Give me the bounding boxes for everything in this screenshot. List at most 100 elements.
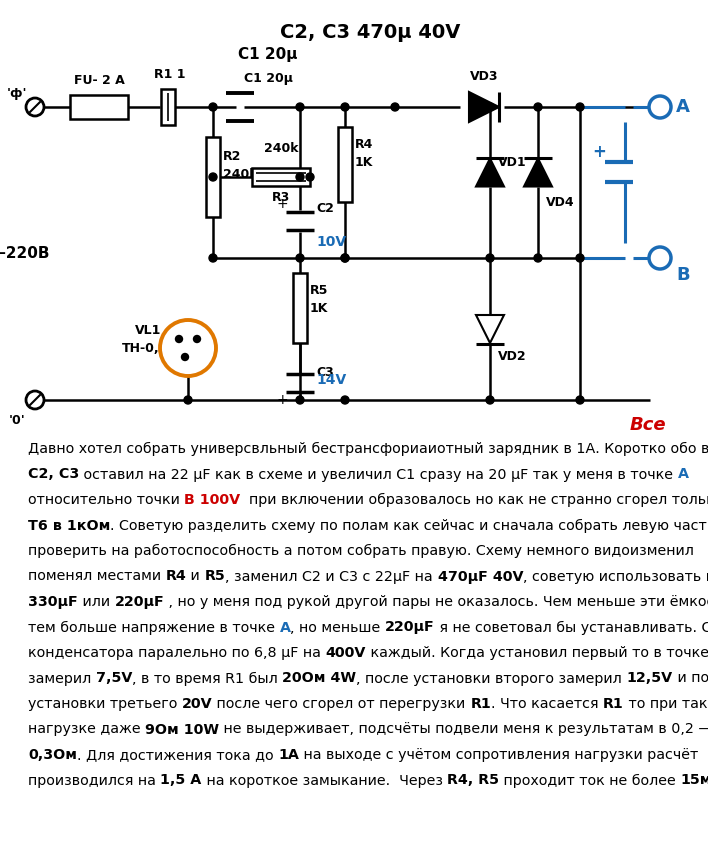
Text: R4, R5: R4, R5 xyxy=(447,773,499,787)
Text: R5: R5 xyxy=(310,284,329,297)
Text: C2: C2 xyxy=(316,202,334,214)
Circle shape xyxy=(534,254,542,262)
Polygon shape xyxy=(524,159,552,187)
Circle shape xyxy=(160,320,216,376)
Circle shape xyxy=(209,254,217,262)
Text: R4: R4 xyxy=(166,570,186,583)
Text: R5: R5 xyxy=(205,570,225,583)
Text: относительно точки: относительно точки xyxy=(28,493,184,507)
Text: 10V: 10V xyxy=(316,235,346,249)
Circle shape xyxy=(649,96,671,118)
Text: . Советую разделить схему по полам как сейчас и сначала собрать левую часть: . Советую разделить схему по полам как с… xyxy=(110,518,708,533)
Text: Давно хотел собрать универсвльный бестрансфориаиотный зарядник в 1А. Коротко обо: Давно хотел собрать универсвльный бестра… xyxy=(28,442,708,456)
Circle shape xyxy=(209,173,217,181)
Circle shape xyxy=(486,103,494,111)
Bar xyxy=(338,127,352,202)
Circle shape xyxy=(296,396,304,404)
Text: 12,5V: 12,5V xyxy=(627,672,673,685)
Text: A: A xyxy=(676,98,690,116)
Circle shape xyxy=(486,254,494,262)
Text: R3: R3 xyxy=(272,191,290,204)
Circle shape xyxy=(184,396,192,404)
Polygon shape xyxy=(476,315,504,343)
Text: 1K: 1K xyxy=(310,302,329,316)
Text: тем больше напряжение в точке: тем больше напряжение в точке xyxy=(28,620,280,635)
Text: оставил на 22 μF как в схеме и увеличил С1 сразу на 20 μF так у меня в точке: оставил на 22 μF как в схеме и увеличил … xyxy=(79,468,678,481)
Text: ТН-0,2: ТН-0,2 xyxy=(122,342,169,354)
Text: производился на: производился на xyxy=(28,773,161,787)
Text: конденсатора паралельно по 6,8 μF на: конденсатора паралельно по 6,8 μF на xyxy=(28,646,326,660)
Text: , в то время R1 был: , в то время R1 был xyxy=(132,672,282,685)
Circle shape xyxy=(341,396,349,404)
Circle shape xyxy=(391,103,399,111)
Text: 20Ом 4W: 20Ом 4W xyxy=(282,672,357,685)
Circle shape xyxy=(26,98,44,116)
Text: каждый. Когда установил первый то в точке: каждый. Когда установил первый то в точк… xyxy=(366,646,708,660)
Text: я не советовал бы устанавливать. С1 три: я не советовал бы устанавливать. С1 три xyxy=(435,620,708,635)
Text: С2, С3: С2, С3 xyxy=(28,468,79,481)
Text: 240k: 240k xyxy=(264,142,298,155)
Text: при включении образовалось но как не странно сгорел только: при включении образовалось но как не стр… xyxy=(241,493,708,507)
Text: замерил: замерил xyxy=(28,672,96,685)
Text: VD1: VD1 xyxy=(498,155,527,169)
Text: 220μF: 220μF xyxy=(385,620,435,635)
Text: Т6 в 1кОм: Т6 в 1кОм xyxy=(28,518,110,533)
Bar xyxy=(70,95,128,119)
Text: на короткое замыкание.  Через: на короткое замыкание. Через xyxy=(202,773,447,787)
Circle shape xyxy=(341,254,349,262)
Text: , советую использовать на: , советую использовать на xyxy=(523,570,708,583)
Text: 15мА: 15мА xyxy=(680,773,708,787)
Bar xyxy=(252,168,310,186)
Bar xyxy=(161,89,175,125)
Text: Все: Все xyxy=(629,416,666,434)
Circle shape xyxy=(486,396,494,404)
Text: R1 1: R1 1 xyxy=(154,68,185,81)
Circle shape xyxy=(296,173,304,181)
Text: не выдерживает, подсчёты подвели меня к результатам в 0,2 —: не выдерживает, подсчёты подвели меня к … xyxy=(219,722,708,737)
Circle shape xyxy=(576,396,584,404)
Text: 7,5V: 7,5V xyxy=(96,672,132,685)
Circle shape xyxy=(341,103,349,111)
Polygon shape xyxy=(476,159,504,187)
Circle shape xyxy=(296,254,304,262)
Bar xyxy=(206,137,220,217)
Text: +: + xyxy=(276,197,288,211)
Text: '0': '0' xyxy=(8,414,25,427)
Text: −220В: −220В xyxy=(0,246,50,261)
Text: или: или xyxy=(78,595,115,609)
Text: R1: R1 xyxy=(603,697,624,711)
Text: . Для достижения тока до: . Для достижения тока до xyxy=(77,748,278,762)
Text: нагрузке даже: нагрузке даже xyxy=(28,722,145,737)
Text: C1 20μ: C1 20μ xyxy=(244,72,293,85)
Text: , но меньше: , но меньше xyxy=(290,620,385,635)
Circle shape xyxy=(576,103,584,111)
Bar xyxy=(293,273,307,343)
Text: FU- 2 A: FU- 2 A xyxy=(74,74,125,87)
Text: 1А: 1А xyxy=(278,748,299,762)
Text: VD4: VD4 xyxy=(546,196,575,209)
Circle shape xyxy=(193,336,200,343)
Text: 470μF 40V: 470μF 40V xyxy=(438,570,523,583)
Circle shape xyxy=(181,354,188,360)
Text: А: А xyxy=(280,620,290,635)
Text: после чего сгорел от перегрузки: после чего сгорел от перегрузки xyxy=(212,697,470,711)
Text: установки третьего: установки третьего xyxy=(28,697,182,711)
Text: то при такой: то при такой xyxy=(624,697,708,711)
Text: проверить на работоспособность а потом собрать правую. Схему немного видоизменил: проверить на работоспособность а потом с… xyxy=(28,544,694,558)
Circle shape xyxy=(26,391,44,409)
Circle shape xyxy=(306,173,314,181)
Circle shape xyxy=(296,103,304,111)
Text: . Что касается: . Что касается xyxy=(491,697,603,711)
Text: 9Ом 10W: 9Ом 10W xyxy=(145,722,219,737)
Text: 14V: 14V xyxy=(316,373,346,387)
Text: C1 20μ: C1 20μ xyxy=(239,46,297,62)
Polygon shape xyxy=(469,92,499,122)
Text: 0,3Ом: 0,3Ом xyxy=(28,748,77,762)
Text: R4: R4 xyxy=(355,138,373,152)
Text: R1: R1 xyxy=(470,697,491,711)
Text: 240k: 240k xyxy=(223,169,258,181)
Text: VL1: VL1 xyxy=(135,323,161,337)
Circle shape xyxy=(649,247,671,269)
Circle shape xyxy=(176,336,183,343)
Text: и после: и после xyxy=(673,672,708,685)
